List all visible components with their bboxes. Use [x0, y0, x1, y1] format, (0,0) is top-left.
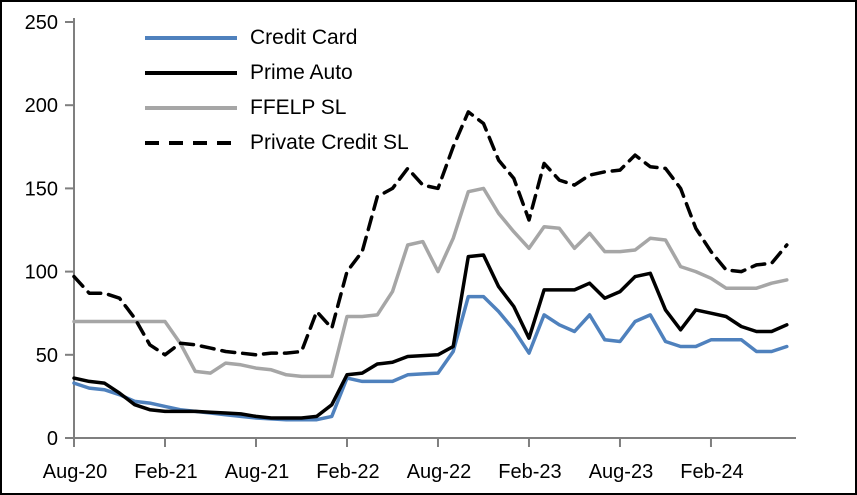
series-line-prime-auto	[72, 253, 789, 420]
series-line-ffelp-sl	[72, 186, 789, 379]
legend-item-ffelp-sl: FFELP SL	[145, 90, 409, 125]
y-tick-label: 100	[25, 262, 58, 284]
x-tick-label: Aug-23	[589, 461, 654, 483]
legend-label-credit-card: Credit Card	[250, 26, 358, 49]
legend-item-credit-card: Credit Card	[145, 20, 409, 55]
series-line-credit-card	[72, 294, 789, 422]
legend-item-private-credit-sl: Private Credit SL	[145, 125, 409, 160]
legend-label-prime-auto: Prime Auto	[250, 61, 353, 84]
legend-item-prime-auto: Prime Auto	[145, 55, 409, 90]
y-tick-label: 0	[47, 428, 58, 450]
legend-line-sample-credit-card	[145, 35, 237, 40]
x-tick-label: Feb-24	[680, 461, 743, 483]
x-tick-label: Feb-22	[316, 461, 379, 483]
series-line-private-credit-sl	[72, 110, 789, 357]
y-tick-label: 150	[25, 178, 58, 200]
x-tick-label: Aug-21	[225, 461, 290, 483]
y-tick-label: 50	[36, 345, 58, 367]
x-tick-label: Aug-22	[407, 461, 472, 483]
legend-line-sample-ffelp-sl	[145, 105, 237, 110]
legend-line-sample-prime-auto	[145, 70, 237, 75]
y-tick-label: 200	[25, 95, 58, 117]
y-tick-label: 250	[25, 12, 58, 34]
x-tick-label: Feb-21	[134, 461, 197, 483]
x-tick-label: Aug-20	[43, 461, 108, 483]
legend-label-ffelp-sl: FFELP SL	[250, 96, 347, 119]
x-tick-label: Feb-23	[498, 461, 561, 483]
legend-label-private-credit-sl: Private Credit SL	[250, 131, 409, 154]
legend-line-sample-private-credit-sl	[145, 140, 237, 145]
chart-legend: Credit Card Prime Auto FFELP SL Private …	[145, 20, 409, 160]
